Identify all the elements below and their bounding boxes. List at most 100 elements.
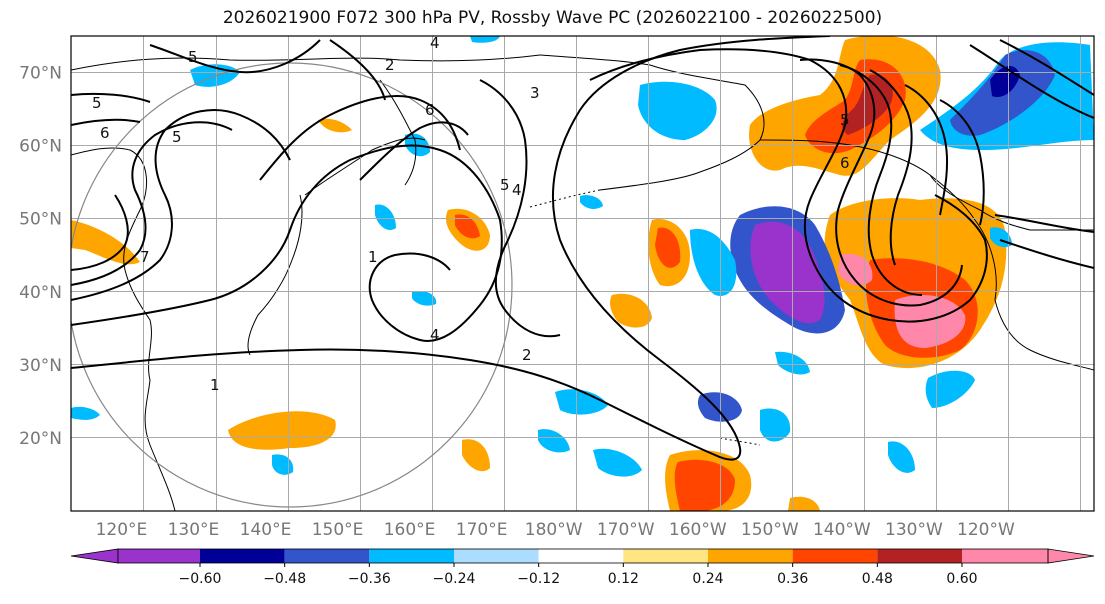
lon-tick-label: 160°W — [669, 520, 727, 540]
negative-blob-7 — [888, 441, 915, 473]
negative-blob-3 — [555, 389, 608, 415]
pv-contours — [71, 36, 1094, 461]
negative-blob-8 — [272, 454, 294, 475]
pv-contour-5 — [71, 194, 129, 271]
negative-blob-2 — [760, 408, 791, 442]
negative-blob-4 — [593, 448, 642, 477]
lon-tick-label: 170°W — [597, 520, 655, 540]
contour-label-14: 7 — [140, 248, 150, 266]
negative-blob-6 — [925, 370, 975, 408]
coast-siberia — [71, 54, 541, 71]
pv-contour-21 — [999, 239, 1094, 269]
lon-tick-label: 150°E — [312, 520, 364, 540]
pv-contour-22 — [994, 214, 1094, 233]
contour-label-0: 5 — [188, 48, 198, 66]
lon-tick-label: 170°E — [456, 520, 508, 540]
lat-tick-label: 50°N — [19, 210, 62, 230]
pv-contour-8 — [479, 79, 561, 338]
lon-tick-label: 160°E — [384, 520, 436, 540]
positive-blob-gulf-core — [655, 227, 681, 268]
colorbar-label: −0.60 — [179, 571, 222, 587]
map-border — [70, 35, 1095, 512]
hawaii — [719, 437, 761, 446]
colorbar-label: 0.12 — [608, 571, 639, 587]
colorbar-label: 0.36 — [777, 571, 808, 587]
colorbar-segment — [792, 549, 878, 563]
pv-contour-3 — [71, 109, 291, 301]
colorbar-label: −0.12 — [517, 571, 560, 587]
contour-label-2: 5 — [92, 94, 102, 112]
colorbar-label: −0.36 — [348, 571, 391, 587]
lon-tick-label: 140°W — [813, 520, 871, 540]
positive-anomaly-pink-west — [838, 253, 873, 286]
negative-blob-alaska — [638, 81, 717, 140]
colorbar-label: 0.60 — [946, 571, 977, 587]
positive-blob-small3 — [318, 118, 352, 133]
negative-blob-15 — [580, 195, 603, 209]
pv-contour-13 — [904, 84, 949, 216]
negative-blob-5 — [538, 429, 570, 453]
lon-tick-label: 140°E — [240, 520, 292, 540]
coast-japan — [247, 194, 303, 356]
colorbar-segment — [623, 549, 708, 563]
coast-bc — [929, 174, 1094, 231]
lon-tick-label: 150°W — [741, 520, 799, 540]
contour-label-16: 5 — [840, 111, 850, 129]
coast-alaska-south — [759, 139, 1094, 371]
lon-tick-label: 120°E — [96, 520, 148, 540]
contour-label-13: 1 — [368, 248, 378, 266]
colorbar-segment — [538, 549, 624, 563]
lat-tick-label: 60°N — [19, 137, 62, 157]
contour-label-12: 1 — [210, 376, 220, 394]
colorbar-segment — [118, 549, 200, 563]
positive-blob-west — [228, 411, 336, 450]
pv-contour-14 — [939, 99, 985, 226]
positive-blob-small2 — [788, 496, 820, 511]
region-circle — [71, 62, 513, 508]
contour-label-8: 5 — [500, 176, 510, 194]
colorbar-label: −0.24 — [433, 571, 476, 587]
contour-label-9: 3 — [530, 84, 540, 102]
colorbar-label: 0.24 — [692, 571, 723, 587]
negative-blob-9 — [412, 290, 437, 306]
pv-contour-15 — [999, 39, 1094, 96]
longitude-labels: 120°E 130°E 140°E 150°E 160°E 170°E 180°W 170°W… — [96, 520, 1015, 540]
pv-contour-7 — [359, 121, 469, 181]
negative-anomaly-sw — [690, 229, 737, 296]
pv-contour-19 — [149, 39, 321, 74]
colorbar-label: 0.48 — [862, 571, 893, 587]
positive-blob-west2 — [71, 220, 140, 265]
colorbar-segment — [369, 549, 454, 563]
pv-contour-6 — [259, 94, 461, 181]
contour-label-11: 2 — [522, 346, 532, 364]
contour-label-4: 5 — [172, 128, 182, 146]
contour-label-5: 6 — [425, 101, 435, 119]
positive-blob-japan-core — [455, 214, 480, 239]
positive-blob-mid — [610, 293, 652, 328]
lon-tick-label: 130°E — [168, 520, 220, 540]
negative-blob-14 — [470, 36, 500, 43]
aleutians — [529, 189, 601, 208]
negative-blob-japan2 — [375, 204, 396, 231]
colorbar-extend-max — [1047, 548, 1095, 564]
contour-label-1: 6 — [100, 124, 110, 142]
colorbar: −0.60 −0.48 −0.36 −0.24 −0.12 0.12 0.24 0.36 0.4… — [70, 548, 1095, 587]
pv-contour-20 — [329, 39, 386, 101]
colorbar-label: −0.48 — [263, 571, 306, 587]
pv-contour-12 — [869, 69, 913, 266]
lat-tick-label: 70°N — [19, 64, 62, 84]
lon-tick-label: 120°W — [957, 520, 1015, 540]
pv-contour-16 — [969, 44, 1094, 119]
colorbar-segment — [962, 549, 1048, 563]
colorbar-segment — [284, 549, 370, 563]
pv-contour-9 — [589, 48, 988, 323]
latitude-labels: 70°N 60°N 50°N 40°N 30°N 20°N — [19, 64, 62, 449]
coast-kurils — [304, 137, 426, 196]
colorbar-extend-min — [70, 548, 119, 564]
pv-contour-11 — [839, 64, 923, 296]
lat-tick-label: 20°N — [19, 429, 62, 449]
colorbar-segment — [454, 549, 539, 563]
map-content: 5 6 5 4 5 6 6 4 5 3 4 2 1 1 7 2 5 — [71, 36, 1094, 511]
pv-contour-4 — [71, 121, 233, 286]
